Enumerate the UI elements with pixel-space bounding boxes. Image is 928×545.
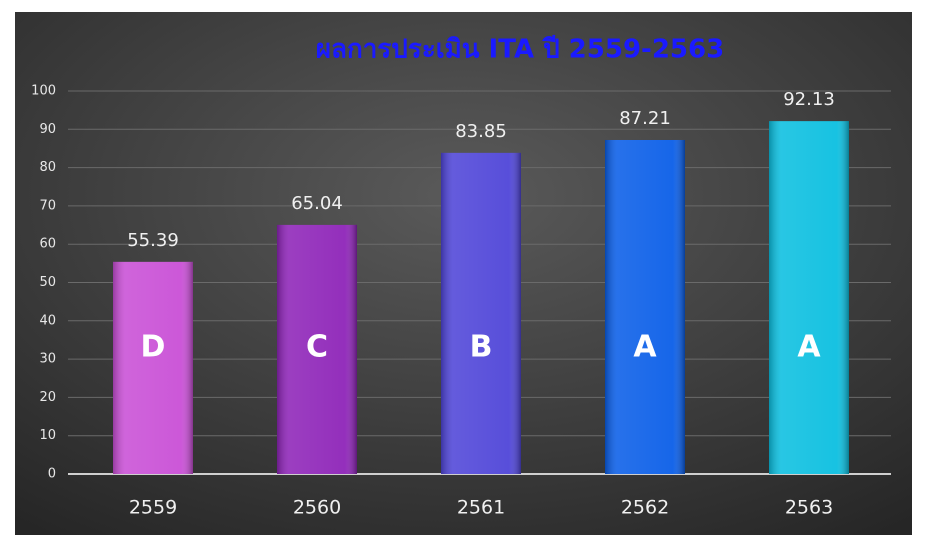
x-tick-label: 2560: [293, 497, 341, 519]
grade-label: D: [141, 330, 166, 365]
value-label: 55.39: [127, 230, 179, 251]
y-tick-label: 20: [39, 390, 56, 405]
grade-label: A: [797, 330, 821, 365]
y-tick-label: 90: [39, 122, 56, 137]
x-tick-label: 2559: [129, 497, 177, 519]
y-tick-label: 10: [39, 428, 56, 443]
y-tick-label: 80: [39, 160, 56, 175]
x-tick-label: 2561: [457, 497, 505, 519]
bar-shading: [277, 224, 357, 474]
value-label: 65.04: [291, 193, 343, 214]
chart-title: ผลการประเมิน ITA ปี 2559-2563: [316, 35, 724, 65]
bar-shading: [113, 261, 193, 474]
x-tick-label: 2562: [621, 497, 669, 519]
y-tick-label: 0: [48, 467, 56, 482]
value-label: 92.13: [783, 89, 835, 110]
y-tick-label: 70: [39, 198, 56, 213]
y-tick-label: 50: [39, 275, 56, 290]
value-label: 83.85: [455, 121, 507, 142]
bar-shading: [769, 121, 849, 475]
bar-shading: [441, 152, 521, 475]
grade-label: C: [306, 330, 328, 365]
y-tick-label: 30: [39, 352, 56, 367]
grade-label: A: [633, 330, 657, 365]
y-tick-label: 40: [39, 313, 56, 328]
x-tick-label: 2563: [785, 497, 833, 519]
value-label: 87.21: [619, 108, 671, 129]
y-tick-label: 60: [39, 237, 56, 252]
bar-shading: [605, 139, 685, 474]
grade-label: B: [470, 330, 493, 365]
y-tick-label: 100: [31, 84, 56, 99]
